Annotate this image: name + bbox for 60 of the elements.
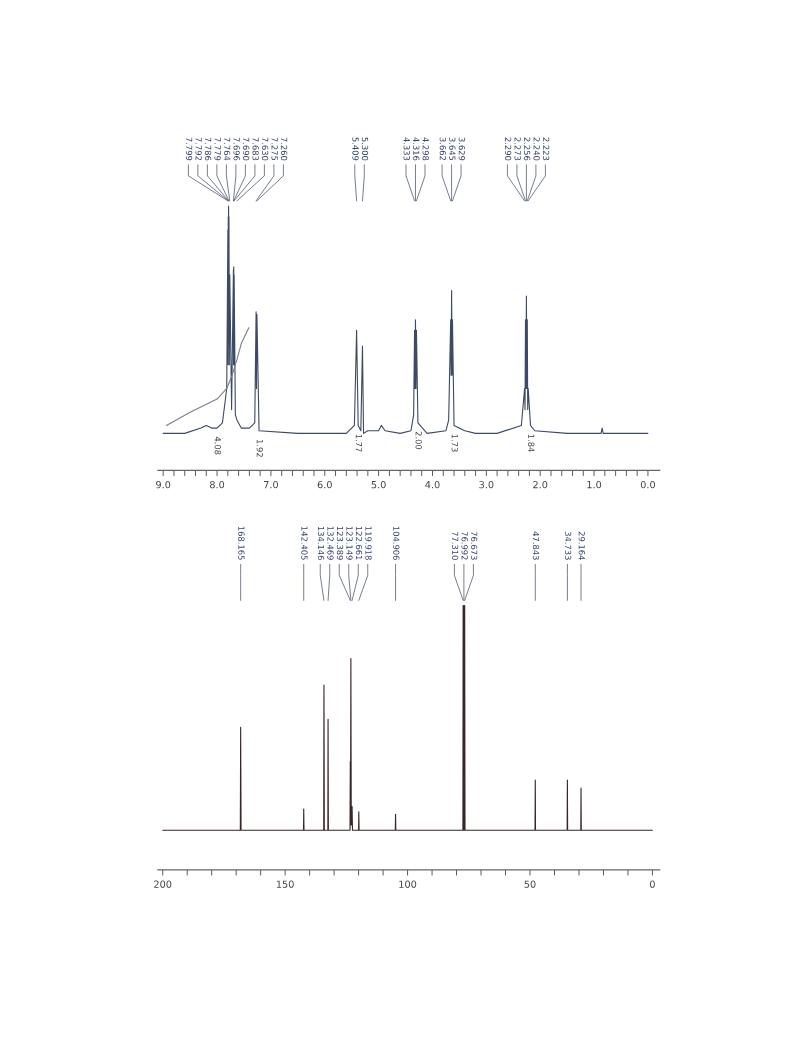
annotation: 2.256	[523, 137, 531, 161]
annotation: 2.00	[415, 431, 422, 450]
annotation: 77.310	[451, 531, 459, 560]
annotation: 76.673	[470, 531, 478, 560]
annotation: 168.165	[238, 526, 245, 560]
annotation: 7.630	[261, 137, 269, 161]
annotation: 2.273	[514, 137, 521, 161]
annotation: 34.733	[564, 531, 572, 560]
annotation: 76.992	[461, 531, 468, 560]
annotation: 119.918	[365, 526, 372, 560]
x-tick-label: 1.0	[587, 480, 602, 489]
annotation: 7.779	[214, 137, 221, 161]
annotation: 3.662	[439, 137, 446, 160]
x-tick-label: 200	[154, 880, 172, 888]
annotation: 4.298	[422, 137, 429, 161]
annotation: 123.149	[346, 526, 353, 560]
annotation: 1.92	[256, 439, 263, 457]
annotation: 142.405	[301, 526, 308, 560]
annotation: 7.786	[204, 137, 212, 161]
annotation: 7.696	[233, 137, 240, 161]
annotation: 7.260	[280, 137, 288, 161]
annotation: 2.240	[533, 137, 540, 161]
x-tick-label: 3.0	[479, 480, 494, 489]
annotation: 122.661	[355, 526, 363, 560]
annotation: 7.690	[242, 137, 250, 161]
x-tick-label: 100	[399, 880, 417, 888]
annotation: 5.409	[352, 137, 359, 161]
x-tick-label: 2.0	[533, 480, 548, 489]
annotation: 132.469	[327, 526, 334, 560]
annotation: 7.764	[223, 137, 231, 161]
x-tick-label: 5.0	[371, 480, 386, 489]
x-tick-label: 0	[649, 880, 655, 888]
annotation: 1.84	[528, 434, 535, 452]
x-tick-label: 7.0	[263, 480, 278, 489]
annotation: 3.629	[458, 137, 465, 161]
annotation: 47.843	[532, 531, 540, 560]
annotation: 7.799	[185, 137, 193, 161]
annotation: 123.389	[336, 526, 344, 560]
annotation: 1.77	[355, 434, 362, 452]
x-tick-label: 150	[276, 880, 294, 888]
annotation: 2.223	[542, 137, 550, 161]
x-tick-label: 8.0	[209, 480, 225, 489]
annotation: 5.300	[361, 137, 369, 161]
annotation: 4.333	[403, 137, 410, 161]
x-tick-label: 9.0	[156, 480, 171, 489]
x-tick-label: 4.0	[425, 480, 440, 489]
x-tick-label: 0.0	[640, 480, 656, 489]
annotation: 3.645	[449, 137, 456, 161]
x-tick-label: 6.0	[317, 480, 332, 489]
annotation: 7.792	[195, 137, 202, 160]
annotation: 4.316	[413, 137, 420, 161]
annotation: 104.906	[393, 526, 400, 560]
x-tick-label: 50	[524, 880, 536, 888]
annotation: 4.08	[214, 436, 221, 455]
annotation: 7.683	[252, 137, 259, 161]
annotation: 2.290	[504, 137, 512, 161]
annotation: 29.164	[578, 531, 585, 560]
annotation: 134.146	[317, 526, 325, 560]
annotation: 7.275	[271, 137, 278, 161]
annotation: 1.73	[451, 434, 458, 452]
